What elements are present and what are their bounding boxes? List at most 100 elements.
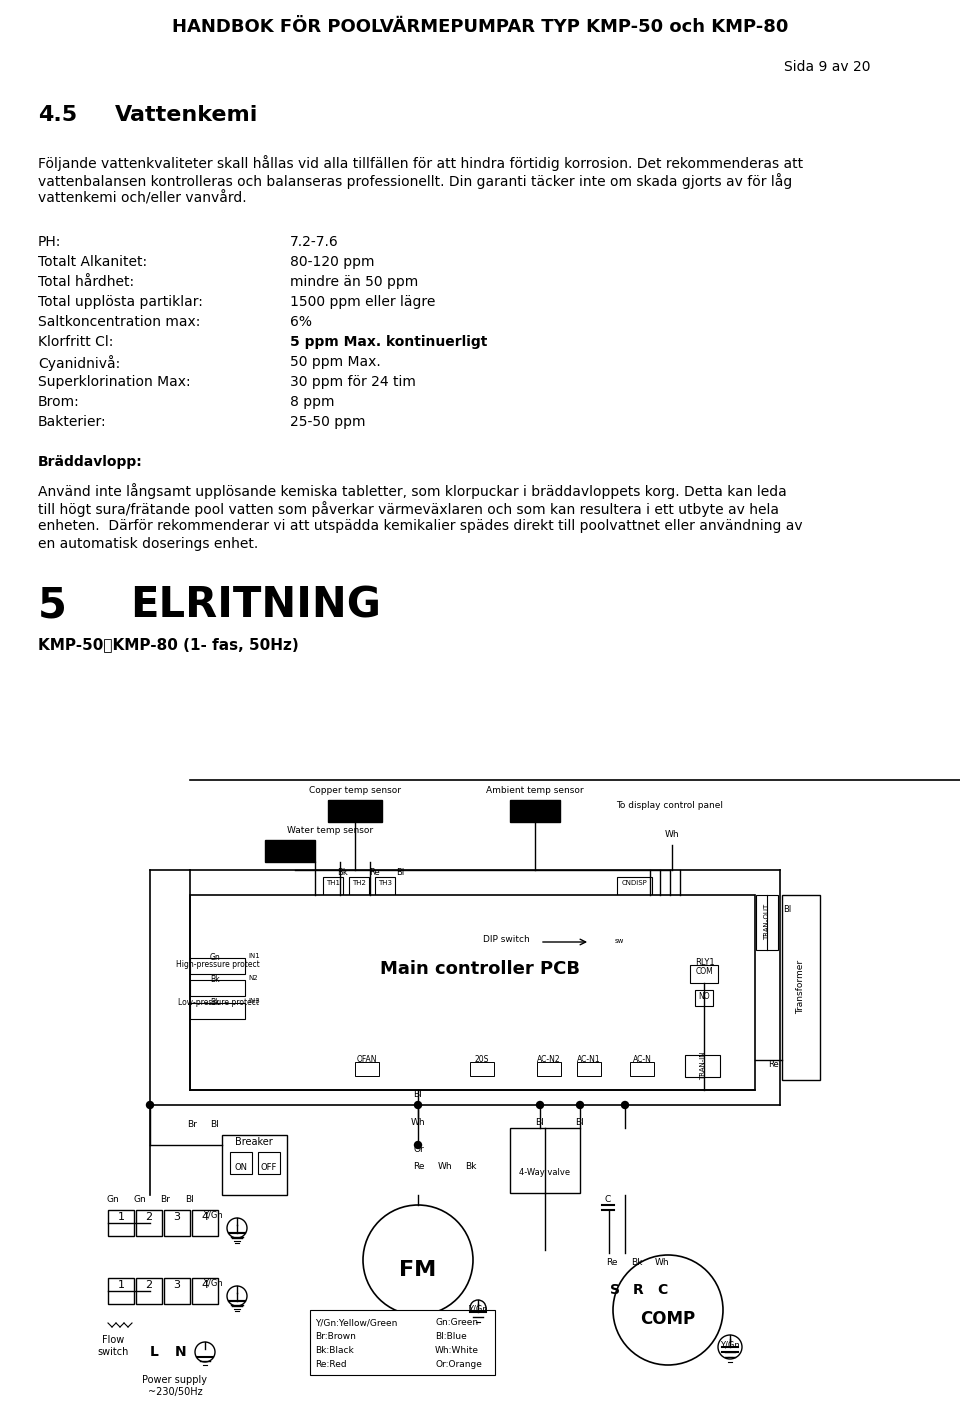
Text: 50 ppm Max.: 50 ppm Max. — [290, 354, 381, 369]
Text: Br:Brown: Br:Brown — [315, 1332, 356, 1341]
Text: ELRITNING: ELRITNING — [130, 586, 381, 627]
Text: Totalt Alkanitet:: Totalt Alkanitet: — [38, 255, 147, 269]
Text: Low-pressure protect: Low-pressure protect — [178, 998, 258, 1007]
Text: RLY1: RLY1 — [695, 959, 714, 967]
Bar — [258, 1151, 280, 1174]
Text: R: R — [633, 1283, 643, 1297]
Text: till högt sura/frätande pool vatten som påverkar värmeväxlaren och som kan resul: till högt sura/frätande pool vatten som … — [38, 501, 779, 518]
Text: Ambient temp sensor: Ambient temp sensor — [486, 786, 584, 795]
Bar — [230, 1151, 252, 1174]
Text: Flow
switch: Flow switch — [97, 1334, 129, 1357]
Text: 3: 3 — [174, 1280, 180, 1290]
Bar — [190, 1003, 245, 1020]
Text: Klorfritt Cl:: Klorfritt Cl: — [38, 335, 113, 349]
Text: 4: 4 — [202, 1280, 208, 1290]
Text: Bk: Bk — [210, 998, 220, 1007]
Text: Bakterier:: Bakterier: — [38, 415, 107, 430]
Text: Brom:: Brom: — [38, 396, 80, 408]
Text: 80-120 ppm: 80-120 ppm — [290, 255, 374, 269]
Circle shape — [621, 1102, 629, 1109]
Text: Bk: Bk — [337, 868, 348, 876]
Bar — [192, 1210, 218, 1236]
Text: TRAN-IN: TRAN-IN — [700, 1052, 706, 1081]
Text: Re: Re — [768, 1061, 779, 1069]
Text: COMP: COMP — [640, 1310, 696, 1329]
Text: Main controller PCB: Main controller PCB — [380, 960, 580, 978]
Circle shape — [227, 1286, 247, 1306]
Text: Följande vattenkvaliteter skall hållas vid alla tillfällen för att hindra förtid: Följande vattenkvaliteter skall hållas v… — [38, 155, 804, 172]
Text: 2: 2 — [145, 1280, 153, 1290]
Text: OFAN: OFAN — [357, 1055, 377, 1064]
Text: High-pressure protect: High-pressure protect — [176, 960, 260, 968]
Text: N2: N2 — [248, 976, 257, 981]
Text: Gn: Gn — [133, 1195, 146, 1204]
Text: 1: 1 — [117, 1280, 125, 1290]
Text: OFF: OFF — [261, 1163, 277, 1173]
Text: Or:Orange: Or:Orange — [435, 1360, 482, 1368]
Text: Bl: Bl — [396, 868, 404, 876]
Bar — [510, 800, 560, 822]
Text: Y/Gn: Y/Gn — [204, 1210, 223, 1219]
Bar — [323, 876, 343, 895]
Text: Wh: Wh — [664, 830, 680, 839]
Bar — [192, 1278, 218, 1305]
Text: 3: 3 — [174, 1212, 180, 1222]
Bar — [222, 1134, 287, 1195]
Text: 8 ppm: 8 ppm — [290, 396, 334, 408]
Text: vattenbalansen kontrolleras och balanseras professionellt. Din garanti täcker in: vattenbalansen kontrolleras och balanser… — [38, 173, 792, 189]
Bar — [577, 1062, 601, 1076]
Text: C: C — [605, 1195, 612, 1204]
Text: Wh: Wh — [411, 1117, 425, 1127]
Text: en automatisk doserings enhet.: en automatisk doserings enhet. — [38, 537, 258, 552]
Circle shape — [613, 1255, 723, 1366]
Text: C: C — [657, 1283, 667, 1297]
Bar — [690, 966, 718, 983]
Bar — [685, 1055, 720, 1078]
Bar — [756, 895, 778, 950]
Bar — [617, 876, 652, 895]
Text: Bl: Bl — [536, 1117, 544, 1127]
Text: IN1: IN1 — [248, 953, 260, 959]
Text: Gn: Gn — [107, 1195, 119, 1204]
Text: 30 ppm för 24 tim: 30 ppm för 24 tim — [290, 374, 416, 389]
Text: Bk: Bk — [632, 1258, 642, 1268]
Text: Re: Re — [369, 868, 379, 876]
Text: sw: sw — [615, 937, 624, 944]
Circle shape — [147, 1102, 154, 1109]
Text: AC-N1: AC-N1 — [577, 1055, 601, 1064]
Text: Br: Br — [187, 1120, 197, 1129]
Text: CNDISP: CNDISP — [621, 881, 647, 886]
Circle shape — [227, 1218, 247, 1238]
Text: 5: 5 — [38, 586, 67, 627]
Text: Sida 9 av 20: Sida 9 av 20 — [783, 60, 870, 74]
Bar — [108, 1278, 134, 1305]
Text: N: N — [175, 1346, 186, 1358]
Text: Cyanidnivå:: Cyanidnivå: — [38, 354, 120, 372]
Text: Or: Or — [414, 1144, 424, 1154]
Bar — [136, 1278, 162, 1305]
Text: Re: Re — [413, 1161, 424, 1171]
Text: DIP switch: DIP switch — [483, 934, 530, 944]
Text: Y/Gn: Y/Gn — [204, 1278, 223, 1288]
Text: Superklorination Max:: Superklorination Max: — [38, 374, 191, 389]
Text: 25-50 ppm: 25-50 ppm — [290, 415, 366, 430]
Text: 4.5: 4.5 — [38, 105, 77, 125]
Circle shape — [537, 1102, 543, 1109]
Text: Transformer: Transformer — [797, 960, 805, 1014]
Text: FM: FM — [399, 1261, 437, 1280]
Text: vattenkemi och/eller vanvård.: vattenkemi och/eller vanvård. — [38, 191, 247, 206]
Text: KMP-50，KMP-80 (1- fas, 50Hz): KMP-50，KMP-80 (1- fas, 50Hz) — [38, 637, 299, 652]
Text: AC-N: AC-N — [633, 1055, 652, 1064]
Bar — [164, 1210, 190, 1236]
Text: Gn:Green: Gn:Green — [435, 1317, 478, 1327]
Bar — [164, 1278, 190, 1305]
Bar — [310, 1310, 495, 1375]
Text: Water temp sensor: Water temp sensor — [287, 827, 373, 835]
Bar — [328, 800, 382, 822]
Text: 20S: 20S — [475, 1055, 490, 1064]
Text: Total hårdhet:: Total hårdhet: — [38, 275, 134, 289]
Text: Bk:Black: Bk:Black — [315, 1346, 353, 1356]
Text: TRAN-OUT: TRAN-OUT — [764, 903, 770, 940]
Text: Power supply
~230/50Hz: Power supply ~230/50Hz — [142, 1375, 207, 1397]
Bar — [190, 959, 245, 974]
